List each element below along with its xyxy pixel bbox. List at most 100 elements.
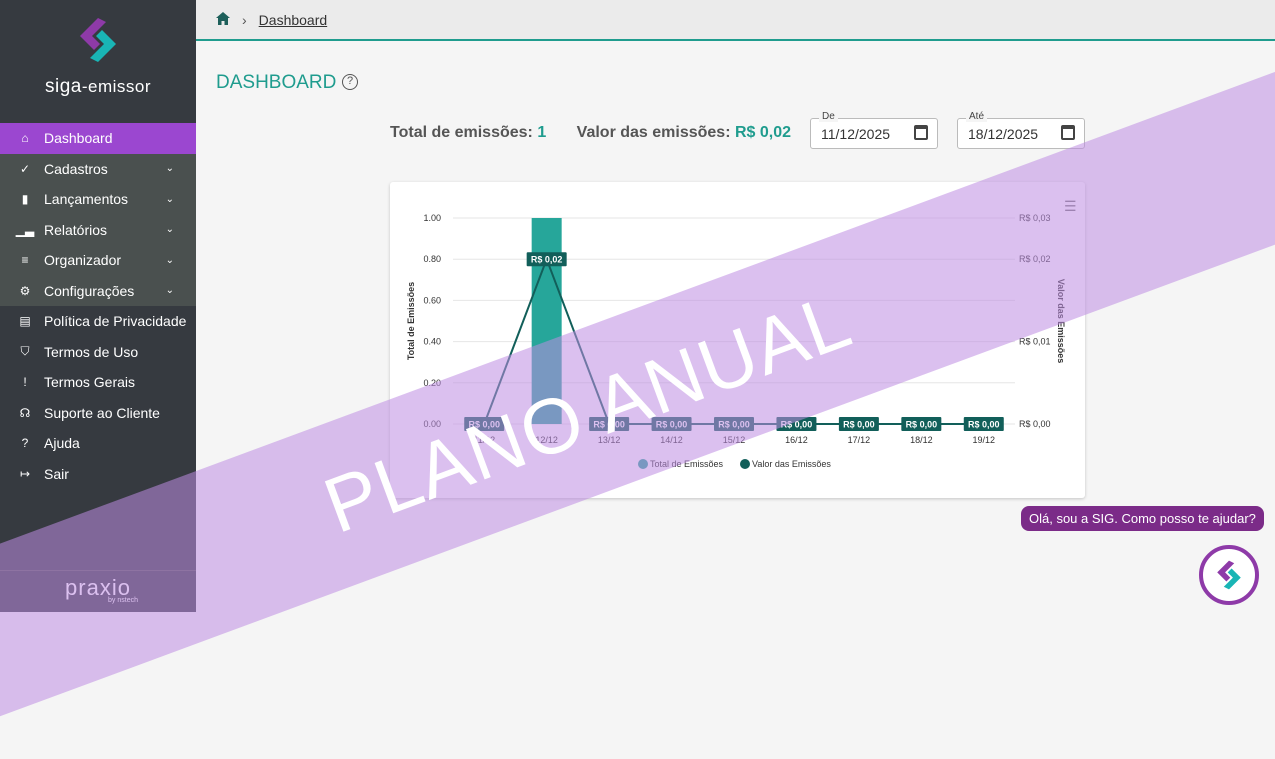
brand-main: siga	[44, 76, 82, 97]
sidebar-item-cadastros[interactable]: ✓ Cadastros ⌄	[0, 153, 196, 184]
x-tick-label: 18/12	[910, 435, 933, 445]
x-tick-label: 12/12	[535, 435, 558, 445]
sidebar-item-ajuda[interactable]: ? Ajuda	[0, 428, 196, 459]
chevron-down-icon[interactable]: ⌄	[165, 163, 174, 175]
chevron-down-icon[interactable]: ⌄	[165, 224, 174, 236]
x-tick-label: 17/12	[848, 435, 871, 445]
sig-assistant-icon	[1217, 560, 1241, 590]
brand-sub: -emissor	[81, 77, 152, 96]
breadcrumb: › Dashboard	[196, 0, 1275, 41]
y-tick-label: 0.80	[423, 254, 441, 264]
sidebar-item-label: Ajuda	[44, 435, 80, 452]
file-icon: ▮	[21, 192, 29, 207]
home-icon[interactable]	[216, 11, 230, 28]
sidebar-item-dashboard[interactable]: ⌂ Dashboard	[0, 123, 196, 154]
home-icon: ⌂	[21, 131, 29, 146]
y-tick-label: 0.60	[423, 295, 441, 305]
breadcrumb-dashboard[interactable]: Dashboard	[258, 11, 328, 28]
chevron-down-icon[interactable]: ⌄	[165, 285, 174, 297]
sidebar-item-politica-de-privacidade[interactable]: ▤ Política de Privacidade	[0, 306, 196, 337]
sidebar-item-lancamentos[interactable]: ▮ Lançamentos ⌄	[0, 184, 196, 215]
page-title: DASHBOARD	[216, 72, 337, 93]
x-tick-label: 15/12	[723, 435, 746, 445]
sidebar-item-organizador[interactable]: ≡ Organizador ⌄	[0, 245, 196, 276]
chart-menu-icon[interactable]: ☰	[1064, 198, 1077, 214]
data-label: R$ 0,00	[781, 420, 813, 430]
sidebar-item-label: Cadastros	[44, 160, 108, 177]
data-label: R$ 0,00	[968, 420, 1000, 430]
calendar-icon[interactable]	[914, 125, 928, 140]
data-label: R$ 0,00	[656, 420, 688, 430]
document-icon: ▤	[19, 314, 31, 329]
date-to-label: Até	[966, 111, 988, 122]
sidebar-item-suporte-ao-cliente[interactable]: ☊ Suporte ao Cliente	[0, 398, 196, 429]
legend-marker	[740, 459, 750, 469]
chatbot-button[interactable]	[1199, 545, 1259, 605]
data-label: R$ 0,00	[843, 420, 875, 430]
x-tick-label: 16/12	[785, 435, 808, 445]
gear-icon: ⚙	[19, 283, 31, 298]
sidebar-item-sair[interactable]: ↦ Sair	[0, 459, 196, 490]
chevron-down-icon[interactable]: ⌄	[165, 254, 174, 266]
sort-icon: ≡	[21, 253, 29, 268]
sidebar-item-label: Organizador	[44, 252, 122, 269]
sidebar-item-termos-gerais[interactable]: ! Termos Gerais	[0, 367, 196, 398]
file-check-icon: ✓	[19, 161, 31, 176]
x-tick-label: 14/12	[660, 435, 683, 445]
data-label: R$ 0,00	[593, 420, 625, 430]
chevron-right-icon: ›	[242, 11, 247, 28]
date-from-label: De	[819, 111, 838, 122]
help-icon: ?	[21, 436, 29, 451]
sidebar-item-relatorios[interactable]: ▁▃ Relatórios ⌄	[0, 214, 196, 245]
bar	[531, 218, 562, 424]
calendar-icon[interactable]	[1061, 125, 1075, 140]
sidebar-item-label: Termos de Uso	[44, 343, 139, 360]
date-from-value[interactable]: 11/12/2025	[821, 126, 891, 142]
emissions-chart: 0.00 0.20 0.40 0.60 0.80 1.00 R$ 0,00 R$ 0,01 R$…	[406, 213, 1066, 469]
total-label: Total de emissões:	[390, 124, 533, 141]
legend-marker	[638, 459, 648, 469]
valor-value: R$ 0,02	[734, 124, 792, 141]
chevron-down-icon[interactable]: ⌄	[165, 193, 174, 205]
sidebar-item-configuracoes[interactable]: ⚙ Configurações ⌄	[0, 275, 196, 306]
y-tick-label: 0.00	[423, 419, 441, 429]
sidebar-item-label: Lançamentos	[44, 191, 129, 208]
data-label: R$ 0,02	[531, 255, 563, 265]
siga-emissor-logo[interactable]: siga-emissor	[0, 0, 196, 123]
date-from-field[interactable]: De 11/12/2025	[810, 111, 938, 149]
y-axis-title: Total de Emissões	[406, 282, 416, 360]
sidebar-item-label: Política de Privacidade	[44, 313, 187, 330]
sidebar-item-label: Configurações	[44, 282, 135, 299]
x-tick-label: 13/12	[598, 435, 621, 445]
sidebar: siga-emissor ⌂ Dashboard ✓ Cadastros ⌄ ▮ Lança…	[0, 0, 196, 612]
data-label: R$ 0,00	[906, 420, 938, 430]
date-to-value[interactable]: 18/12/2025	[968, 126, 1039, 142]
y2-axis-title: Valor das Emissões	[1056, 279, 1066, 364]
valor-label: Valor das emissões:	[576, 124, 731, 141]
shield-icon: ⛉	[20, 344, 30, 359]
headset-icon: ☊	[19, 405, 31, 420]
sidebar-item-termos-de-uso[interactable]: ⛉ Termos de Uso	[0, 337, 196, 368]
praxio-logo: praxio by nstech	[0, 570, 196, 612]
siga-logo-icon	[80, 18, 116, 62]
x-tick-label: 11/12	[473, 435, 495, 445]
total-value: 1	[537, 124, 547, 141]
bar-chart-icon: ▁▃	[15, 222, 35, 237]
data-label: R$ 0,00	[468, 420, 500, 430]
legend-label: Valor das Emissões	[752, 459, 831, 469]
y-tick-label: 1.00	[423, 213, 441, 223]
y2-tick-label: R$ 0,00	[1019, 419, 1051, 429]
sidebar-item-label: Termos Gerais	[44, 374, 136, 391]
legend-label: Total de Emissões	[650, 459, 724, 469]
date-to-field[interactable]: Até 18/12/2025	[957, 111, 1085, 149]
stats-summary: Total de emissões: 1 Valor das emissões:…	[390, 124, 791, 142]
sidebar-item-label: Sair	[44, 465, 69, 482]
y-tick-label: 0.40	[423, 337, 441, 347]
help-icon[interactable]: ?	[342, 74, 358, 90]
chart-card: 0.00 0.20 0.40 0.60 0.80 1.00 R$ 0,00 R$ 0,01 R$…	[390, 182, 1085, 498]
chat-bubble[interactable]: Olá, sou a SIG. Como posso te ajudar?	[1021, 506, 1264, 531]
y2-tick-label: R$ 0,01	[1019, 337, 1051, 347]
alert-file-icon: !	[23, 375, 27, 390]
x-tick-label: 19/12	[973, 435, 996, 445]
y-tick-label: 0.20	[423, 378, 441, 388]
